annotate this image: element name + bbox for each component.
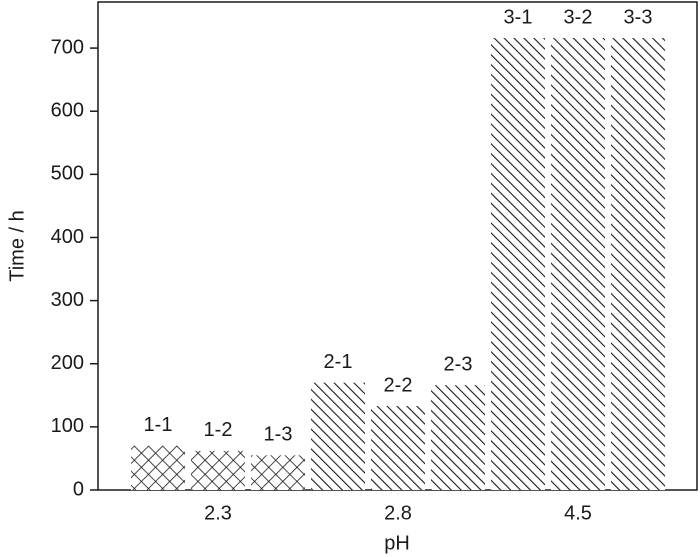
bar-label: 1-3 [264, 424, 293, 446]
bar-label: 1-1 [144, 414, 173, 436]
bar-label: 3-3 [624, 6, 653, 28]
y-tick-label: 0 [73, 478, 84, 500]
bar [191, 450, 245, 490]
bar [611, 37, 665, 491]
x-tick-label: 2.8 [384, 502, 412, 524]
bar-label: 2-1 [324, 351, 353, 373]
y-tick-label: 700 [51, 36, 84, 58]
y-tick-label: 100 [51, 415, 84, 437]
bar [311, 382, 365, 490]
bar [251, 455, 305, 490]
bar [371, 406, 425, 490]
y-tick-label: 500 [51, 163, 84, 185]
bar [551, 37, 605, 491]
bar-label: 1-2 [204, 419, 233, 441]
bar [131, 445, 185, 490]
y-axis-label: Time / h [6, 210, 28, 282]
x-axis-label: pH [384, 532, 410, 554]
bar-label: 3-2 [564, 6, 593, 28]
bar-label: 3-1 [504, 6, 533, 28]
bar [491, 37, 545, 491]
x-tick-label: 4.5 [564, 502, 592, 524]
bar [431, 385, 485, 490]
y-tick-label: 400 [51, 226, 84, 248]
bar-label: 2-3 [444, 353, 473, 375]
y-tick-label: 600 [51, 99, 84, 121]
x-tick-label: 2.3 [204, 502, 232, 524]
bar-label: 2-2 [384, 374, 413, 396]
y-tick-label: 200 [51, 352, 84, 374]
y-tick-label: 300 [51, 289, 84, 311]
